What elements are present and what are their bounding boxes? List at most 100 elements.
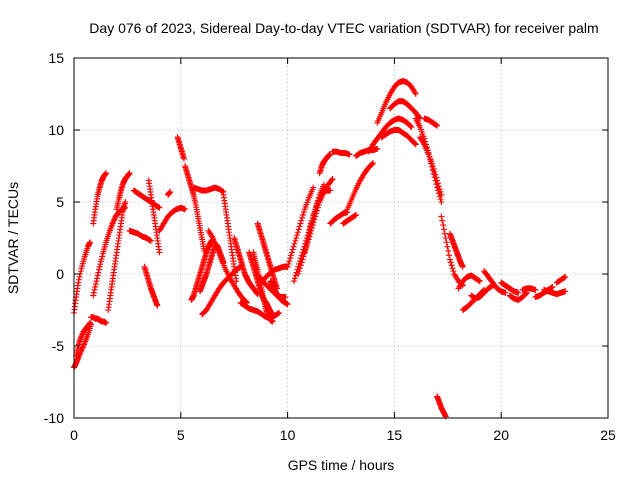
series-arc-39: [344, 160, 377, 213]
plus-marker: [78, 334, 85, 341]
plus-marker: [103, 319, 110, 326]
series-arc-13: [156, 204, 189, 234]
plus-marker: [154, 302, 161, 309]
plus-marker: [76, 351, 83, 358]
series-arc-12: [145, 177, 163, 256]
series-arc-36: [329, 148, 353, 158]
plus-marker: [285, 260, 292, 267]
plus-marker: [126, 170, 133, 177]
x-tick-label: 15: [387, 427, 403, 443]
plus-marker: [233, 278, 240, 285]
plus-marker: [433, 174, 440, 181]
plus-marker: [302, 243, 309, 250]
plus-marker: [86, 320, 93, 327]
plus-marker: [269, 311, 276, 318]
plus-marker: [282, 294, 289, 301]
plus-marker: [442, 413, 449, 420]
series-arc-42: [374, 78, 419, 126]
plus-marker: [561, 274, 568, 281]
x-axis-label: GPS time / hours: [288, 457, 395, 473]
plus-marker: [297, 262, 304, 269]
series-arc-53: [468, 282, 496, 302]
plus-marker: [122, 199, 129, 205]
plus-marker: [502, 289, 509, 296]
plus-marker: [75, 276, 82, 283]
y-tick-label: -5: [52, 338, 65, 354]
plus-marker: [448, 262, 455, 269]
plus-marker: [147, 237, 154, 244]
plus-marker: [328, 177, 335, 184]
series-arc-57: [519, 285, 539, 293]
series-arc-31: [284, 184, 317, 270]
plus-marker: [167, 188, 174, 195]
plus-marker: [296, 265, 303, 272]
plus-marker: [79, 345, 86, 352]
plus-marker: [434, 180, 441, 187]
series-arc-15: [174, 134, 188, 162]
plus-marker: [420, 139, 427, 146]
plus-marker: [314, 200, 321, 207]
plus-marker: [295, 226, 302, 233]
plus-marker: [75, 279, 82, 286]
plus-marker: [352, 211, 359, 218]
plus-marker: [97, 258, 104, 265]
plus-marker: [438, 199, 445, 205]
plus-marker: [110, 219, 117, 226]
plus-marker: [307, 224, 314, 231]
plus-marker: [439, 217, 446, 224]
plus-marker: [208, 233, 215, 240]
plus-marker: [296, 268, 303, 275]
plus-marker: [103, 170, 110, 177]
plus-marker: [440, 222, 447, 229]
plus-marker: [298, 217, 305, 224]
series-arc-14: [164, 188, 174, 198]
plus-marker: [156, 249, 163, 256]
chart-title: Day 076 of 2023, Sidereal Day-to-day VTE…: [89, 20, 598, 36]
plus-marker: [291, 275, 298, 282]
y-tick-label: 15: [48, 50, 64, 66]
plus-marker: [305, 232, 312, 239]
axis-ticks: 0 5 10 15 20 25 -10 -5 0 5 10 15: [44, 50, 616, 443]
y-tick-label: -10: [44, 410, 64, 426]
plus-marker: [430, 165, 437, 172]
plus-marker: [109, 220, 116, 227]
plus-marker: [290, 243, 297, 250]
plot-frame: [73, 57, 609, 419]
plus-marker: [434, 177, 441, 184]
plus-marker: [370, 160, 377, 167]
plus-marker: [475, 277, 482, 284]
plus-marker: [77, 350, 84, 357]
plus-marker: [433, 122, 440, 129]
plus-marker: [94, 272, 101, 279]
plus-marker: [284, 263, 291, 270]
plus-marker: [288, 249, 295, 256]
series-arc-05: [90, 170, 110, 227]
plus-marker: [476, 278, 483, 285]
plus-marker: [301, 249, 308, 256]
plus-marker: [289, 246, 296, 253]
plus-marker: [407, 123, 414, 130]
plus-marker: [284, 301, 291, 308]
plus-marker: [77, 268, 84, 275]
plus-marker: [77, 335, 84, 342]
series-arc-34: [301, 187, 334, 256]
plus-marker: [292, 272, 299, 279]
series-arc-04: [88, 314, 110, 326]
plus-marker: [315, 199, 322, 205]
plus-marker: [291, 240, 298, 247]
series-arc-23: [231, 235, 261, 298]
y-axis-label: SDTVAR / TECUs: [5, 182, 21, 294]
series-arc-51: [455, 272, 483, 292]
plus-marker: [299, 214, 306, 221]
plus-marker: [327, 187, 334, 194]
plus-marker: [316, 196, 323, 203]
plus-marker: [434, 122, 441, 129]
plus-marker: [80, 343, 87, 349]
plus-marker: [79, 344, 86, 351]
plus-marker: [437, 188, 444, 195]
series-arc-18: [190, 184, 227, 195]
plus-marker: [412, 141, 419, 148]
plus-marker: [292, 237, 299, 244]
plus-marker: [97, 261, 104, 268]
